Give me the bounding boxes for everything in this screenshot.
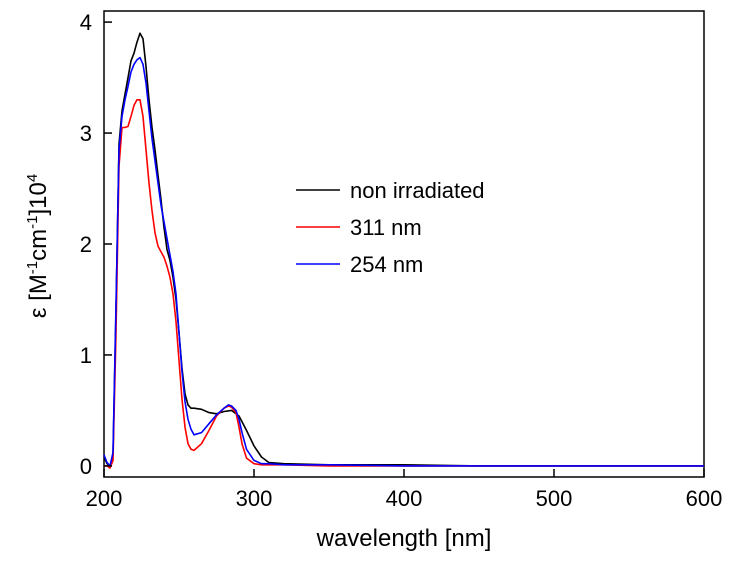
x-tick-label: 500 xyxy=(536,486,573,511)
ticks-layer: 200 300 400 500 600 0 1 2 3 4 xyxy=(80,10,723,511)
y-tick-label: 0 xyxy=(80,454,92,479)
legend: non irradiated 311 nm 254 nm xyxy=(296,178,485,277)
y-axis-title-sup2: -1 xyxy=(24,216,41,229)
y-axis-title-mid2: ]10 xyxy=(25,182,52,215)
series-layer xyxy=(103,32,704,469)
y-tick-label: 2 xyxy=(80,232,92,257)
series-line-311-nm xyxy=(104,99,704,469)
plot-frame xyxy=(103,10,705,478)
y-tick-label: 4 xyxy=(80,10,92,35)
series-line-non-irradiated xyxy=(103,32,704,467)
series-line-254-nm xyxy=(103,56,704,467)
x-tick-label: 200 xyxy=(86,486,123,511)
legend-label-311-nm: 311 nm xyxy=(350,215,422,240)
y-axis-title-mid: cm xyxy=(25,229,52,261)
y-tick-label: 1 xyxy=(80,343,92,368)
y-axis-title: ε [M-1cm-1]104 xyxy=(24,174,52,318)
x-axis-title: wavelength [nm] xyxy=(316,525,492,552)
legend-label-254-nm: 254 nm xyxy=(350,252,423,277)
legend-label-non-irradiated: non irradiated xyxy=(350,178,485,203)
x-tick-label: 600 xyxy=(686,486,723,511)
y-tick-label: 3 xyxy=(80,121,92,146)
y-axis-title-sup1: -1 xyxy=(24,261,41,274)
x-tick-label: 300 xyxy=(236,486,273,511)
y-axis-title-prefix: ε [M xyxy=(25,274,52,318)
x-tick-label: 400 xyxy=(386,486,423,511)
y-axis-title-sup3: 4 xyxy=(24,174,41,182)
